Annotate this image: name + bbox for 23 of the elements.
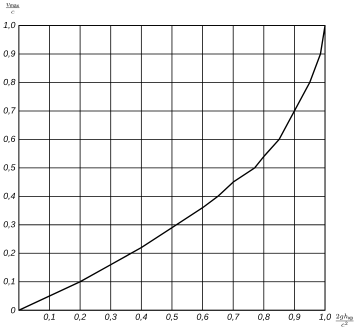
x-tick-label: 0,9	[288, 314, 300, 321]
x-tick-label: 0,2	[74, 314, 86, 321]
x-tick-label: 0,7	[227, 314, 240, 321]
y-tick-label: 0	[10, 307, 16, 314]
y-tick-label: 0,7	[4, 107, 16, 115]
x-tick-label: 0,4	[136, 314, 148, 321]
x-tick-label: 0,1	[44, 314, 55, 321]
y-tick-label: 0,3	[4, 221, 16, 228]
y-tick-label: 1,0	[3, 22, 16, 30]
y-tick-label: 0,2	[4, 250, 16, 257]
x-tick-label: 1,0	[319, 314, 332, 321]
x-axis-title: $\frac{2gh_{\text{кр}}}{c^{2}}$	[336, 314, 354, 327]
y-tick-label: 0,9	[4, 50, 16, 58]
x-tick-label: 0,5	[166, 314, 178, 321]
x-tick-label: 0,3	[105, 314, 117, 321]
x-tick-label: 0,8	[258, 314, 270, 321]
y-tick-label: 0,6	[4, 136, 16, 144]
y-tick-label: 0,4	[4, 192, 16, 200]
y-tick-label: 0,1	[4, 278, 15, 286]
x-tick-label: 0,6	[196, 314, 209, 321]
y-tick-label: 0,8	[4, 78, 16, 86]
y-tick-label: 0,5	[4, 164, 16, 172]
y-axis-title: $\frac{v_{\mathrm{max}}}{c}$	[6, 3, 20, 14]
